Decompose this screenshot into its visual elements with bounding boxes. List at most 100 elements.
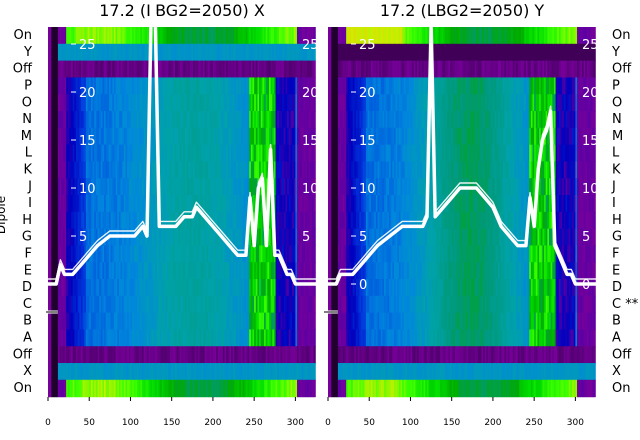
heatmap-cell bbox=[288, 178, 292, 196]
heatmap-cell bbox=[221, 178, 224, 196]
heatmap-cell bbox=[143, 27, 146, 45]
heatmap-cell bbox=[137, 211, 140, 230]
heatmap-cell bbox=[379, 94, 382, 112]
heatmap-cell bbox=[82, 94, 85, 112]
heatmap-cell bbox=[145, 94, 148, 112]
heatmap-cell bbox=[245, 363, 249, 381]
heatmap-cell bbox=[224, 295, 227, 314]
heatmap-cell bbox=[265, 295, 268, 314]
heatmap-cell bbox=[143, 195, 146, 213]
heatmap-cell bbox=[270, 262, 273, 280]
heatmap-cell bbox=[143, 295, 146, 314]
heatmap-cell bbox=[61, 178, 64, 196]
heatmap-cell bbox=[181, 245, 184, 263]
heatmap-cell bbox=[344, 43, 347, 62]
heatmap-cell bbox=[54, 295, 57, 314]
heatmap-cell bbox=[113, 111, 117, 129]
heatmap-cell bbox=[99, 161, 102, 179]
heatmap-cell bbox=[84, 312, 87, 330]
heatmap-cell bbox=[79, 144, 82, 162]
heatmap-cell bbox=[142, 27, 145, 45]
heatmap-cell bbox=[117, 111, 120, 129]
heatmap-cell bbox=[143, 379, 146, 398]
heatmap-cell bbox=[66, 363, 69, 381]
heatmap-cell bbox=[356, 178, 359, 196]
heatmap-cell bbox=[206, 195, 209, 213]
heatmap-cell bbox=[181, 43, 184, 62]
heatmap-cell bbox=[160, 127, 163, 146]
heatmap-cell bbox=[379, 178, 382, 196]
heatmap-cell bbox=[203, 127, 206, 146]
heatmap-cell bbox=[56, 363, 59, 381]
heatmap-cell bbox=[311, 94, 315, 112]
heatmap-cell bbox=[166, 161, 169, 179]
heatmap-cell bbox=[221, 195, 224, 213]
heatmap-cell bbox=[405, 60, 408, 78]
heatmap-cell bbox=[95, 144, 99, 162]
heatmap-cell bbox=[379, 43, 382, 62]
heatmap-cell bbox=[174, 111, 178, 129]
heatmap-cell bbox=[193, 379, 196, 398]
heatmap-cell bbox=[138, 27, 141, 45]
heatmap-cell bbox=[384, 60, 387, 78]
heatmap-cell bbox=[410, 94, 413, 112]
heatmap-cell bbox=[168, 111, 171, 129]
heatmap-cell bbox=[260, 60, 263, 78]
heatmap-cell bbox=[69, 295, 72, 314]
heatmap-cell bbox=[260, 111, 263, 129]
heatmap-cell bbox=[156, 379, 160, 398]
heatmap-cell bbox=[428, 363, 431, 381]
heatmap-cell bbox=[328, 379, 331, 398]
heatmap-cell bbox=[408, 111, 412, 129]
heatmap-cell bbox=[244, 178, 247, 196]
heatmap-cell bbox=[132, 262, 135, 280]
heatmap-cell bbox=[61, 228, 64, 246]
heatmap-cell bbox=[214, 161, 217, 179]
heatmap-cell bbox=[57, 329, 61, 347]
heatmap-cell bbox=[384, 178, 387, 196]
heatmap-cell bbox=[360, 178, 364, 196]
heatmap-cell bbox=[403, 363, 407, 381]
heatmap-cell bbox=[293, 211, 296, 230]
heatmap-cell bbox=[227, 295, 231, 314]
heatmap-cell bbox=[221, 127, 224, 146]
heatmap-cell bbox=[390, 144, 393, 162]
heatmap-cell bbox=[249, 279, 252, 297]
heatmap-cell bbox=[71, 60, 74, 78]
heatmap-cell bbox=[97, 228, 100, 246]
heatmap-cell bbox=[249, 111, 252, 129]
heatmap-cell bbox=[290, 127, 293, 146]
heatmap-cell bbox=[120, 60, 123, 78]
heatmap-cell bbox=[359, 27, 362, 45]
heatmap-cell bbox=[341, 295, 344, 314]
heatmap-cell bbox=[367, 295, 370, 314]
heatmap-cell bbox=[352, 295, 355, 314]
heatmap-cell bbox=[99, 127, 102, 146]
heatmap-cell bbox=[125, 144, 128, 162]
heatmap-cell bbox=[270, 279, 273, 297]
heatmap-cell bbox=[56, 127, 59, 146]
heatmap-cell bbox=[52, 262, 56, 280]
heatmap-cell bbox=[165, 94, 168, 112]
heatmap-cell bbox=[76, 77, 79, 95]
heatmap-cell bbox=[377, 379, 380, 398]
heatmap-cell bbox=[146, 379, 150, 398]
heatmap-cell bbox=[191, 312, 194, 330]
heatmap-cell bbox=[354, 27, 357, 45]
heatmap-cell bbox=[150, 245, 153, 263]
heatmap-cell bbox=[382, 60, 385, 78]
heatmap-cell bbox=[362, 329, 365, 347]
heatmap-cell bbox=[105, 60, 108, 78]
heatmap-cell bbox=[95, 346, 99, 364]
heatmap-cell bbox=[402, 312, 405, 330]
heatmap-cell bbox=[413, 77, 417, 95]
heatmap-cell bbox=[85, 43, 89, 62]
heatmap-cell bbox=[95, 178, 99, 196]
heatmap-cell bbox=[118, 27, 122, 45]
heatmap-cell bbox=[85, 161, 89, 179]
heatmap-cell bbox=[267, 144, 270, 162]
heatmap-cell bbox=[145, 43, 148, 62]
heatmap-cell bbox=[109, 379, 112, 398]
heatmap-cell bbox=[382, 144, 385, 162]
heatmap-cell bbox=[132, 111, 135, 129]
